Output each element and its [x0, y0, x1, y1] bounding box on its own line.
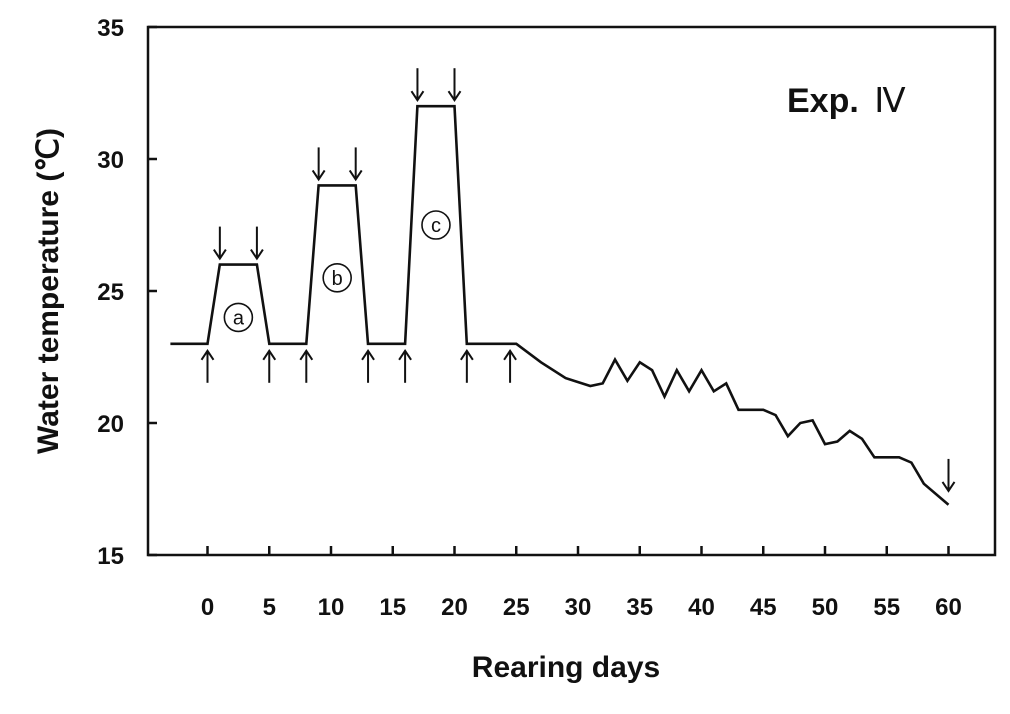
x-tick-label: 45: [750, 594, 777, 621]
y-axis-ticks: 15 20 25 30 35: [97, 15, 157, 570]
y-tick-label: 20: [97, 411, 124, 438]
arrow-up-icon: [262, 348, 277, 383]
arrow-up-icon: [299, 348, 314, 383]
y-tick-label: 35: [97, 15, 124, 42]
arrow-down-icon: [213, 226, 227, 261]
svg-text:b: b: [332, 268, 343, 290]
arrow-up-icon: [200, 348, 215, 383]
svg-text:a: a: [233, 307, 245, 329]
arrow-down-icon: [250, 226, 264, 261]
phase-label-b: b: [322, 262, 352, 293]
x-axis-label: Rearing days: [472, 651, 660, 684]
arrow-down-icon: [447, 68, 462, 103]
x-tick-label: 30: [565, 594, 592, 621]
x-tick-label: 35: [626, 594, 653, 621]
experiment-label-prefix: Exp.: [787, 82, 859, 120]
experiment-label: Exp. Ⅳ: [787, 82, 906, 120]
experiment-label-numeral: Ⅳ: [874, 83, 906, 120]
x-tick-label: 10: [318, 594, 345, 621]
arrow-down-icon: [311, 147, 326, 182]
y-tick-label: 30: [97, 147, 124, 174]
x-tick-label: 60: [935, 594, 962, 621]
x-tick-label: 0: [201, 594, 214, 621]
y-axis-label: Water temperature (℃): [32, 128, 65, 454]
arrow-up-icon: [398, 348, 412, 383]
x-tick-label: 40: [688, 594, 715, 621]
x-tick-label: 15: [379, 594, 406, 621]
y-tick-label: 15: [97, 543, 124, 570]
arrow-down-icon: [348, 147, 363, 182]
x-tick-label: 20: [441, 594, 468, 621]
arrow-down-icon: [410, 68, 425, 103]
x-axis-ticks: 0 5 10 15 20 25 30 35 40 45 50 55 60: [201, 546, 962, 621]
arrow-down-icon: [941, 458, 956, 493]
arrow-up-icon: [460, 348, 474, 383]
x-tick-label: 55: [873, 594, 900, 621]
arrow-up-icon: [503, 348, 517, 383]
phase-labels: a b c: [223, 210, 451, 333]
svg-text:c: c: [431, 215, 441, 237]
x-tick-label: 50: [812, 594, 839, 621]
series-line-water-temperature: [170, 104, 950, 506]
event-arrows: [200, 68, 956, 493]
x-tick-label: 25: [503, 594, 530, 621]
arrow-up-icon: [361, 348, 375, 383]
x-tick-label: 5: [263, 594, 276, 621]
phase-label-a: a: [223, 302, 254, 333]
y-tick-label: 25: [97, 279, 124, 306]
phase-label-c: c: [421, 210, 451, 240]
